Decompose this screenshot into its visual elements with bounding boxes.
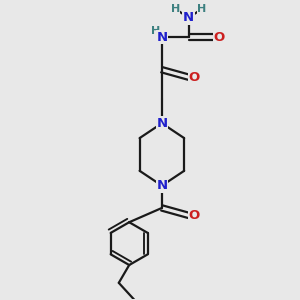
Text: O: O — [188, 71, 200, 84]
Text: H: H — [197, 4, 207, 14]
Text: N: N — [156, 179, 167, 192]
Text: N: N — [156, 31, 167, 44]
Text: O: O — [214, 31, 225, 44]
Text: H: H — [171, 4, 180, 14]
Text: H: H — [151, 26, 160, 35]
Text: N: N — [156, 117, 167, 130]
Text: O: O — [188, 209, 200, 222]
Text: N: N — [183, 11, 194, 24]
